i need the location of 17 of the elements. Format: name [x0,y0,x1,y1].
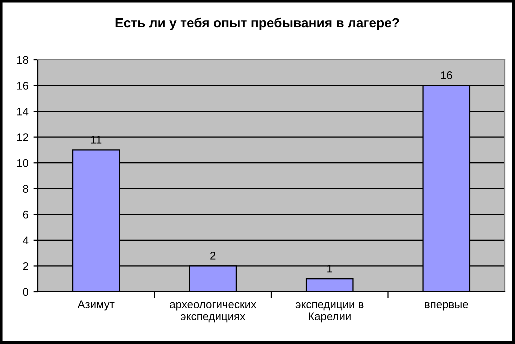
y-tick-label: 6 [23,210,28,219]
chart-title: Есть ли у тебя опыт пребывания в лагере? [116,18,400,30]
data-label: 16 [441,72,452,80]
y-tick-label: 0 [23,288,29,296]
y-tick-label: 8 [23,185,28,194]
y-tick-label: 12 [17,134,28,142]
x-tick-label: экспедиции в Карелии [296,302,364,323]
y-tick-label: 14 [17,108,29,116]
y-tick-label: 2 [23,262,28,270]
y-tick-label: 18 [17,56,28,64]
y-tick-label: 16 [17,82,28,90]
x-tick-label: впервые [425,302,468,311]
data-label: 2 [210,252,216,260]
y-tick-label: 4 [23,236,29,244]
y-tick-label: 10 [17,159,29,168]
x-tick-label: археологических экспедициях [170,302,256,323]
x-tick-label: Азимут [78,300,115,311]
